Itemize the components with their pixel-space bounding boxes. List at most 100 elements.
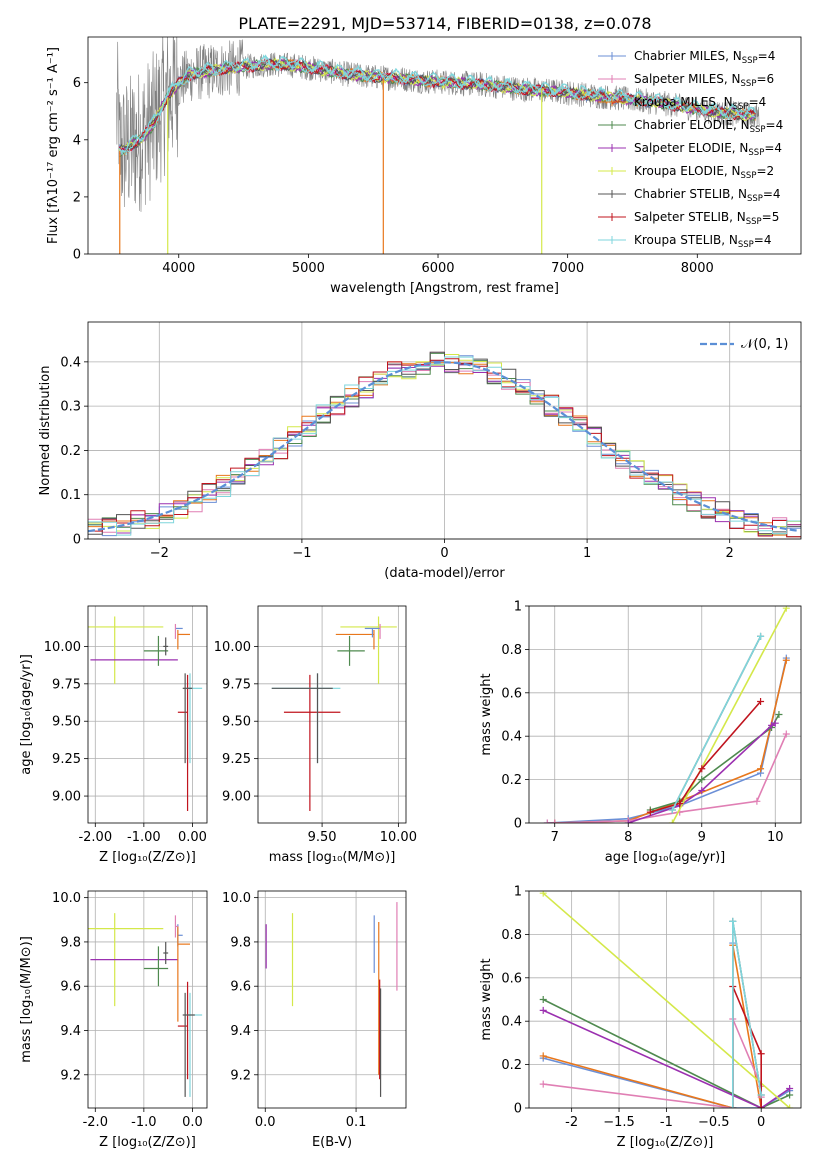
model-spectrum-line [118,58,756,155]
data-point [337,635,365,666]
x-tick-label: 7 [551,830,559,845]
series-marker [698,786,706,794]
grid [88,606,207,823]
series-marker [539,996,547,1003]
series-line [547,733,788,823]
x-tick-label: -1 [660,1115,673,1130]
grid [258,891,406,1108]
y-tick-label: 0.4 [60,355,81,370]
series-marker [729,1104,737,1108]
y-tick-label: 0.2 [60,444,81,459]
x-tick-label: −1 [292,546,311,561]
series-marker [757,697,765,705]
x-axis-label: (data-model)/error [384,566,505,581]
y-tick-label: 9.8 [230,935,251,950]
legend: Chabrier MILES, NSSP=4 Salpeter MILES, NS… [598,49,783,250]
series-marker [668,819,676,823]
y-axis-label: mass [log₁₀(M/M⊙)] [19,936,34,1063]
y-tick-label: 9.4 [230,1024,251,1039]
legend-entry: Kroupa MILES, NSSP=4 [634,95,766,112]
y-tick-label: 0.6 [501,971,522,986]
axes-frame [257,605,407,824]
series-line [650,700,762,813]
series-marker [757,1091,765,1099]
y-tick-label: 9.6 [230,980,251,995]
plot-area [116,37,760,254]
y-tick-label: 9.00 [222,790,251,805]
axes-frame [87,321,802,540]
x-tick-label: 2 [726,546,734,561]
legend-entry: Salpeter ELODIE, NSSP=4 [634,141,782,158]
axes-frame [528,890,802,1109]
series-line [671,607,788,823]
y-axis-label: mass weight [479,673,494,755]
x-tick-label: 0 [440,546,448,561]
y-tick-label: 0.6 [501,686,522,701]
y-tick-label: 9.2 [230,1068,251,1083]
y-tick-label: 9.00 [52,790,81,805]
data-point [187,992,203,1097]
series-line [542,1009,791,1108]
y-tick-label: 0.1 [60,488,81,503]
x-tick-label: −2 [150,546,169,561]
data-point [187,673,203,764]
y-tick-label: 10.00 [214,640,251,655]
x-tick-label: -2.0 [83,1115,108,1130]
axes: -2 −1.5 -1 −0.5 0 0 0.2 0.4 0.6 0.8 1 Z [log₁₀(Z/Z⊙… [479,885,802,1150]
x-tick-label: 0.0 [182,1115,203,1130]
series-marker [782,606,790,612]
series-line [542,945,762,1108]
data-point [88,616,164,684]
model-spectrum-line [118,57,756,152]
y-tick-label: 0 [514,1102,522,1117]
series-line [542,892,791,1108]
x-axis-label: mass [log₁₀(M/M⊙)] [269,850,396,865]
y-tick-label: 9.4 [60,1024,81,1039]
x-tick-label: 8 [624,830,632,845]
panel-age-vs-mass: 9.50 10.00 9.00 9.25 9.50 9.75 10.00 mass [log₁… [214,605,417,865]
series-marker [698,776,706,784]
y-tick-label: 0.3 [60,400,81,415]
panel-mass-vs-z: -2.0 -1.0 0.0 9.2 9.4 9.6 9.8 10.0 Z [log₁₀(Z/Z⊙… [19,890,208,1150]
grid [88,891,207,1108]
series-marker [775,711,783,718]
series-marker [786,1091,794,1099]
axes: 4000 5000 6000 7000 8000 0 2 4 6 wavelength [Angs… [46,36,802,296]
plot-area [88,351,801,538]
series-marker [539,1006,547,1014]
series-marker [782,656,790,664]
axes-frame [528,605,802,824]
plot-area [265,902,398,1097]
figure-title: PLATE=2291, MJD=53714, FIBERID=0138, z=0… [238,14,651,33]
series-marker [757,632,765,640]
legend-entry: 𝒩(0, 1) [741,337,788,352]
y-tick-label: 0.2 [501,773,522,788]
y-tick-label: 6 [73,76,81,91]
series-marker [782,730,790,738]
y-tick-label: 9.6 [60,980,81,995]
x-tick-label: 1 [583,546,591,561]
x-tick-label: -1.00 [127,830,161,845]
y-tick-label: 1 [514,600,522,615]
x-tick-label: 0.0 [255,1115,276,1130]
axes: 9.50 10.00 9.00 9.25 9.50 9.75 10.00 mass [log₁… [214,605,417,865]
legend-entry: Chabrier MILES, NSSP=4 [634,49,775,66]
y-axis-label: mass weight [479,958,494,1040]
legend: 𝒩(0, 1) [700,337,788,352]
series-marker [539,1052,547,1060]
legend-entry: Salpeter STELIB, NSSP=5 [634,210,779,227]
x-axis-label: wavelength [Angstrom, rest frame] [330,281,559,296]
y-tick-label: 0 [73,248,81,263]
series-marker [753,797,761,805]
normal-curve [88,361,799,533]
series-marker [646,808,654,816]
data-point [340,616,397,684]
axes-frame [87,890,208,1109]
y-tick-label: 1 [514,885,522,900]
y-tick-label: 9.50 [52,715,81,730]
series-marker [543,819,551,823]
y-tick-label: 0.8 [501,928,522,943]
data-point [177,926,190,1022]
x-tick-label: 5000 [292,261,325,276]
x-tick-label: 0.1 [346,1115,367,1130]
